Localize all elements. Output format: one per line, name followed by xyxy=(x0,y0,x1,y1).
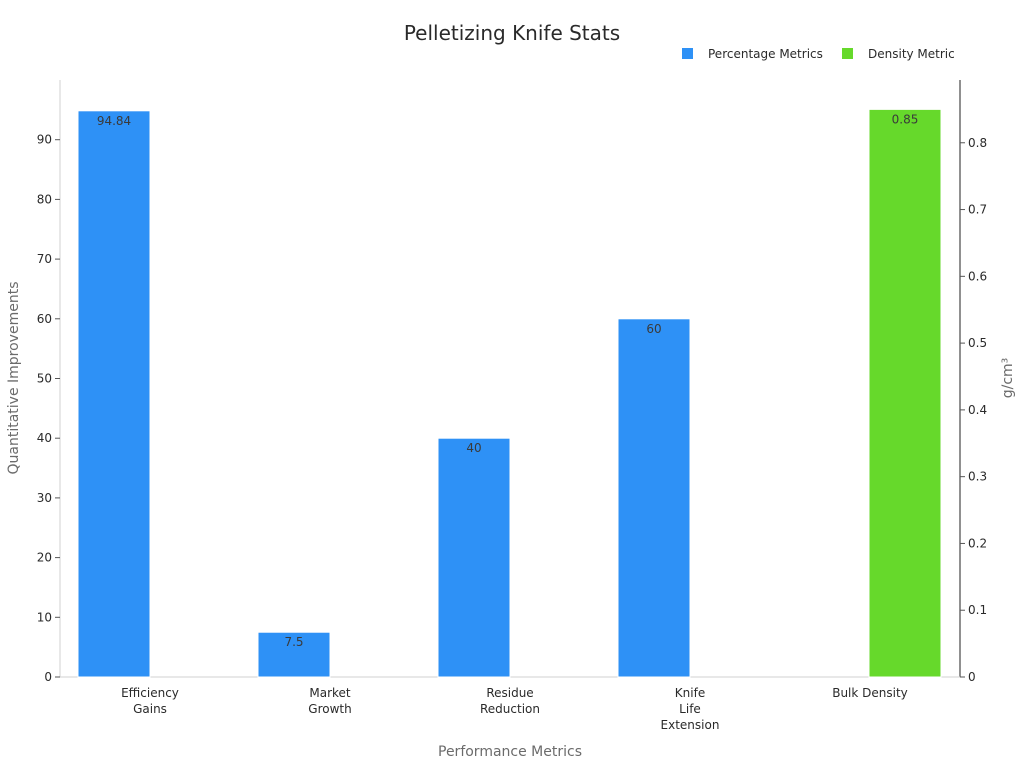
x-tick-label: Residue Reduction xyxy=(480,686,540,716)
y-axis-label: Quantitative Improvements xyxy=(6,282,22,475)
right-tick-label: 0.7 xyxy=(968,203,987,217)
x-tick-label: Market Growth xyxy=(308,686,351,716)
bar-percentage-0 xyxy=(77,110,151,678)
left-tick-label: 50 xyxy=(37,372,52,386)
bar-value-label: 94.84 xyxy=(97,114,131,128)
left-tick-label: 40 xyxy=(37,431,52,445)
bars xyxy=(77,108,942,678)
x-axis-ticks: Efficiency Gains Market Growth Residue Reduct… xyxy=(121,686,908,732)
right-tick-label: 0 xyxy=(968,670,976,684)
left-tick-label: 0 xyxy=(44,670,52,684)
left-tick-label: 60 xyxy=(37,312,52,326)
bar-percentage-2 xyxy=(437,437,511,678)
bar-value-label: 0.85 xyxy=(892,112,919,126)
right-axis-ticks: 0 0.1 0.2 0.3 0.4 0.5 0.6 0.7 0.8 xyxy=(960,136,987,684)
bar-labels: 94.84 7.5 40 60 0.85 xyxy=(97,112,919,649)
right-tick-label: 0.4 xyxy=(968,403,987,417)
bar-density-4 xyxy=(868,108,942,678)
bar-value-label: 60 xyxy=(646,322,661,336)
left-tick-label: 30 xyxy=(37,491,52,505)
left-axis-ticks: 0 10 20 30 40 50 60 70 80 90 xyxy=(37,133,60,684)
legend-label-percentage: Percentage Metrics xyxy=(708,47,823,61)
y2-axis-label: g/cm³ xyxy=(1000,358,1016,399)
legend-label-density: Density Metric xyxy=(868,47,955,61)
x-tick-label: Bulk Density xyxy=(832,686,908,700)
bar-value-label: 7.5 xyxy=(284,635,303,649)
bar-percentage-1 xyxy=(257,631,331,678)
right-tick-label: 0.5 xyxy=(968,336,987,350)
legend-swatch-percentage xyxy=(682,48,693,59)
legend-swatch-density xyxy=(842,48,853,59)
bar-percentage-3 xyxy=(617,318,691,678)
left-tick-label: 80 xyxy=(37,192,52,206)
left-tick-label: 20 xyxy=(37,551,52,565)
left-tick-label: 10 xyxy=(37,610,52,624)
right-tick-label: 0.2 xyxy=(968,536,987,550)
x-tick-label: Knife Life Extension xyxy=(661,686,720,732)
right-tick-label: 0.1 xyxy=(968,603,987,617)
chart-title: Pelletizing Knife Stats xyxy=(404,21,620,45)
right-tick-label: 0.3 xyxy=(968,470,987,484)
right-tick-label: 0.8 xyxy=(968,136,987,150)
legend: Percentage Metrics Density Metric xyxy=(682,47,955,61)
x-axis-label: Performance Metrics xyxy=(438,744,582,760)
bar-value-label: 40 xyxy=(466,441,481,455)
right-tick-label: 0.6 xyxy=(968,269,987,283)
x-tick-label: Efficiency Gains xyxy=(121,686,179,716)
left-tick-label: 90 xyxy=(37,133,52,147)
left-tick-label: 70 xyxy=(37,252,52,266)
